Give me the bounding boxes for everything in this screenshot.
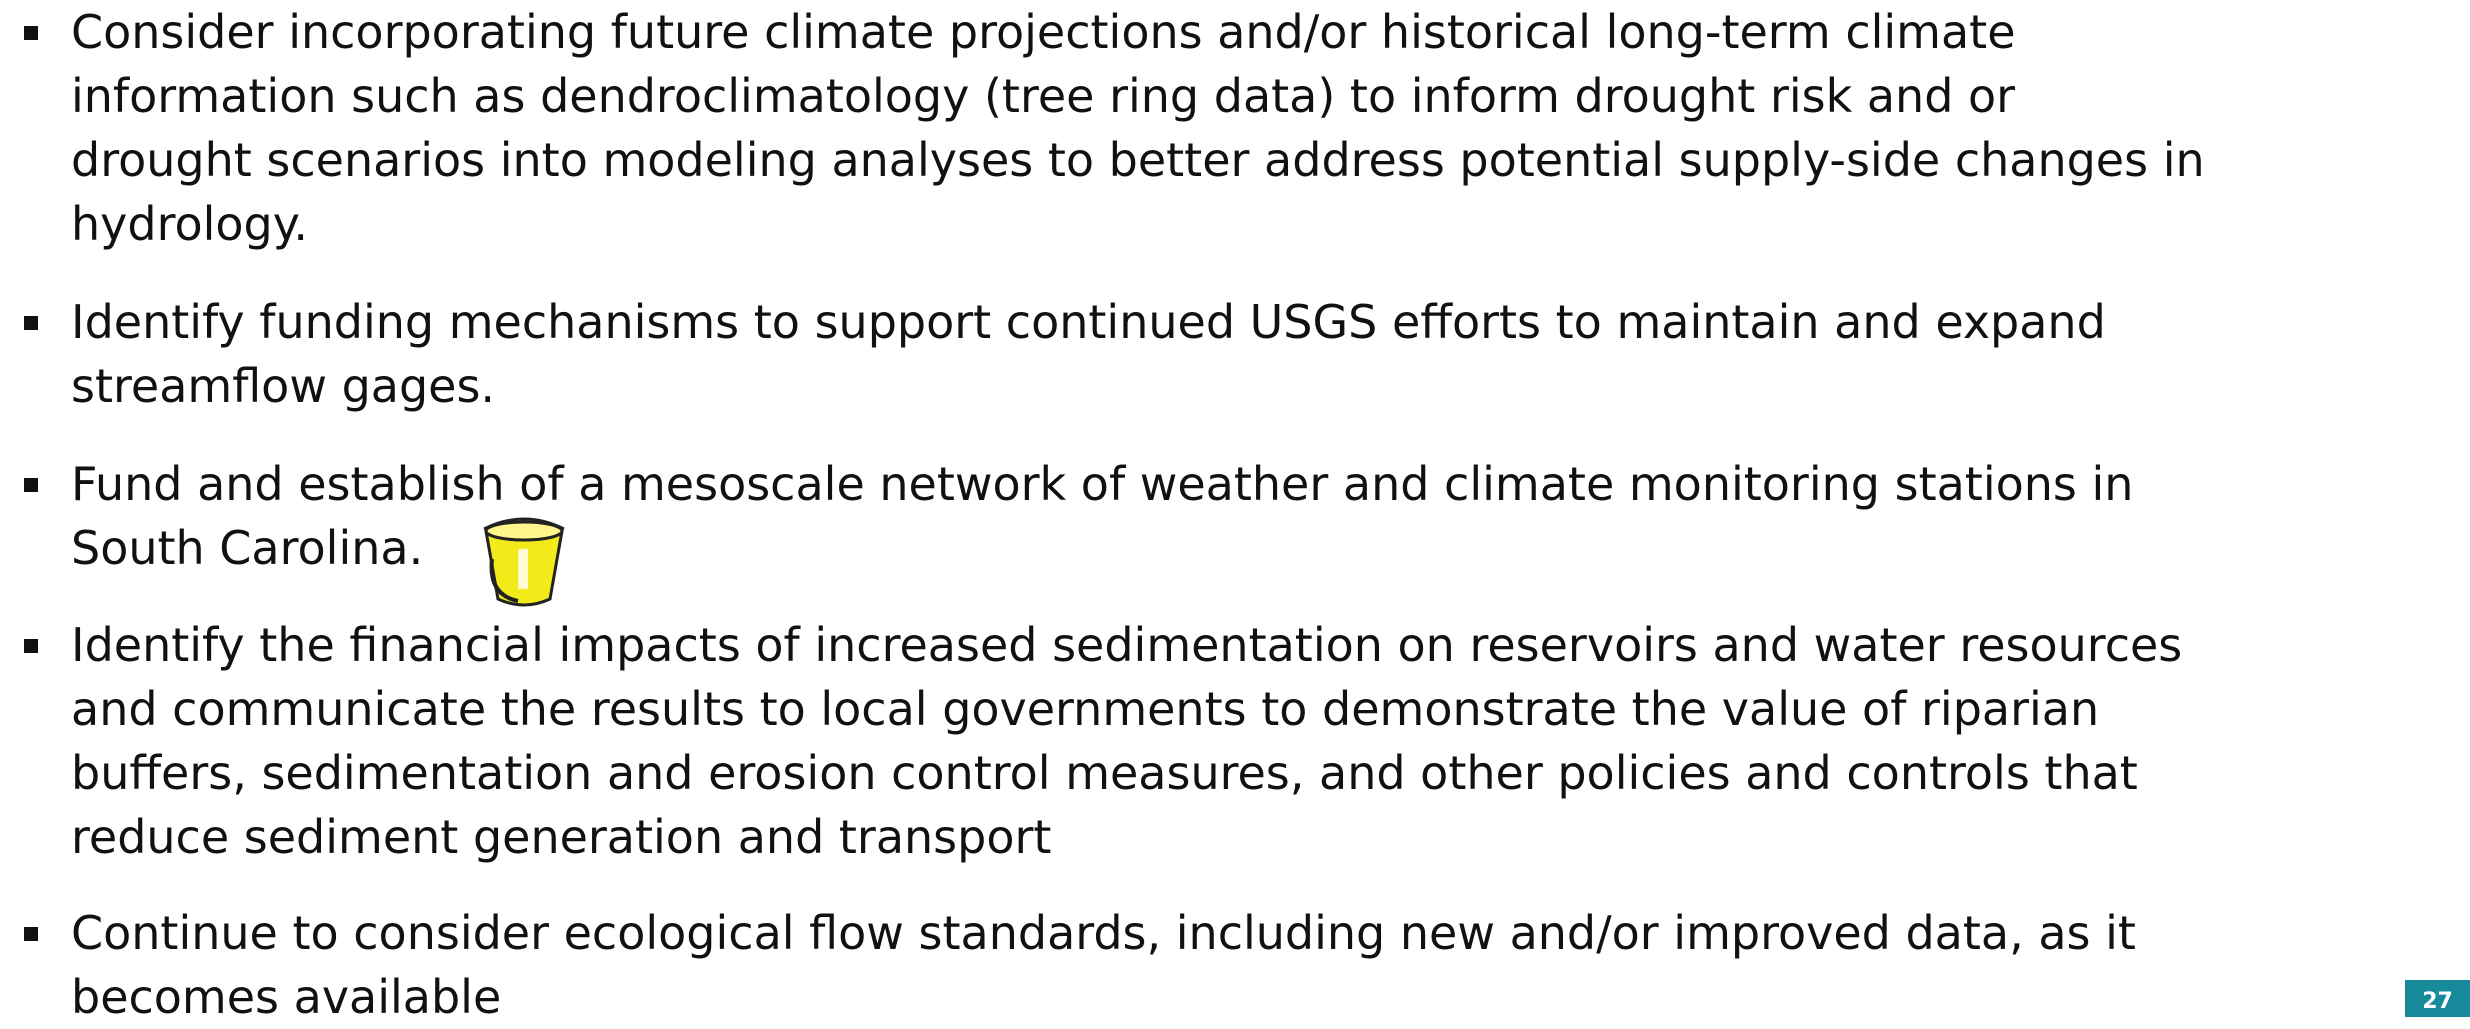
bullet-text: buffers, sedimentation and erosion contr… bbox=[71, 741, 2138, 805]
bullet-text: Identify the financial impacts of increa… bbox=[71, 613, 2182, 677]
bullet-marker bbox=[24, 927, 38, 941]
bullet-text: reduce sediment generation and transport bbox=[71, 805, 1051, 869]
slide: Consider incorporating future climate pr… bbox=[0, 0, 2470, 1017]
bullet-marker bbox=[24, 316, 38, 330]
bullet-text: Continue to consider ecological flow sta… bbox=[71, 901, 2136, 965]
bullet-text: streamflow gages. bbox=[71, 354, 495, 418]
bullet-text: Identify funding mechanisms to support c… bbox=[71, 290, 2106, 354]
bullet-text: Consider incorporating future climate pr… bbox=[71, 0, 2016, 64]
bullet-text: and communicate the results to local gov… bbox=[71, 677, 2099, 741]
bullet-marker bbox=[24, 639, 38, 653]
bullet-text: becomes available bbox=[71, 965, 501, 1029]
page-number: 27 bbox=[2405, 980, 2470, 1017]
bullet-text: Fund and establish of a mesoscale networ… bbox=[71, 452, 2133, 516]
bullet-marker bbox=[24, 478, 38, 492]
bucket-icon bbox=[478, 515, 570, 611]
bullet-marker bbox=[24, 26, 38, 40]
bullet-text: South Carolina. bbox=[71, 516, 423, 580]
bullet-text: information such as dendroclimatology (t… bbox=[71, 64, 2015, 128]
bullet-text: drought scenarios into modeling analyses… bbox=[71, 128, 2205, 192]
bullet-text: hydrology. bbox=[71, 192, 308, 256]
